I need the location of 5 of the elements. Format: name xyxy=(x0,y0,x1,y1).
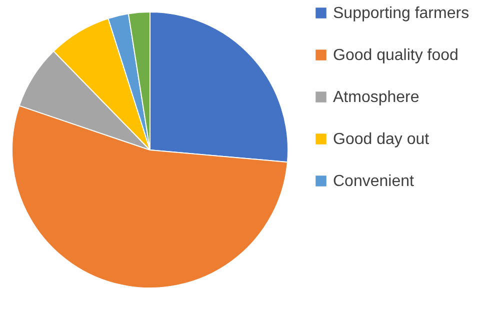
legend-label: Good day out xyxy=(333,131,430,148)
legend-label: Atmosphere xyxy=(333,89,420,106)
legend-label: Good quality food xyxy=(333,47,458,64)
legend-label: Supporting farmers xyxy=(333,5,470,22)
legend-label: Convenient xyxy=(333,173,414,190)
